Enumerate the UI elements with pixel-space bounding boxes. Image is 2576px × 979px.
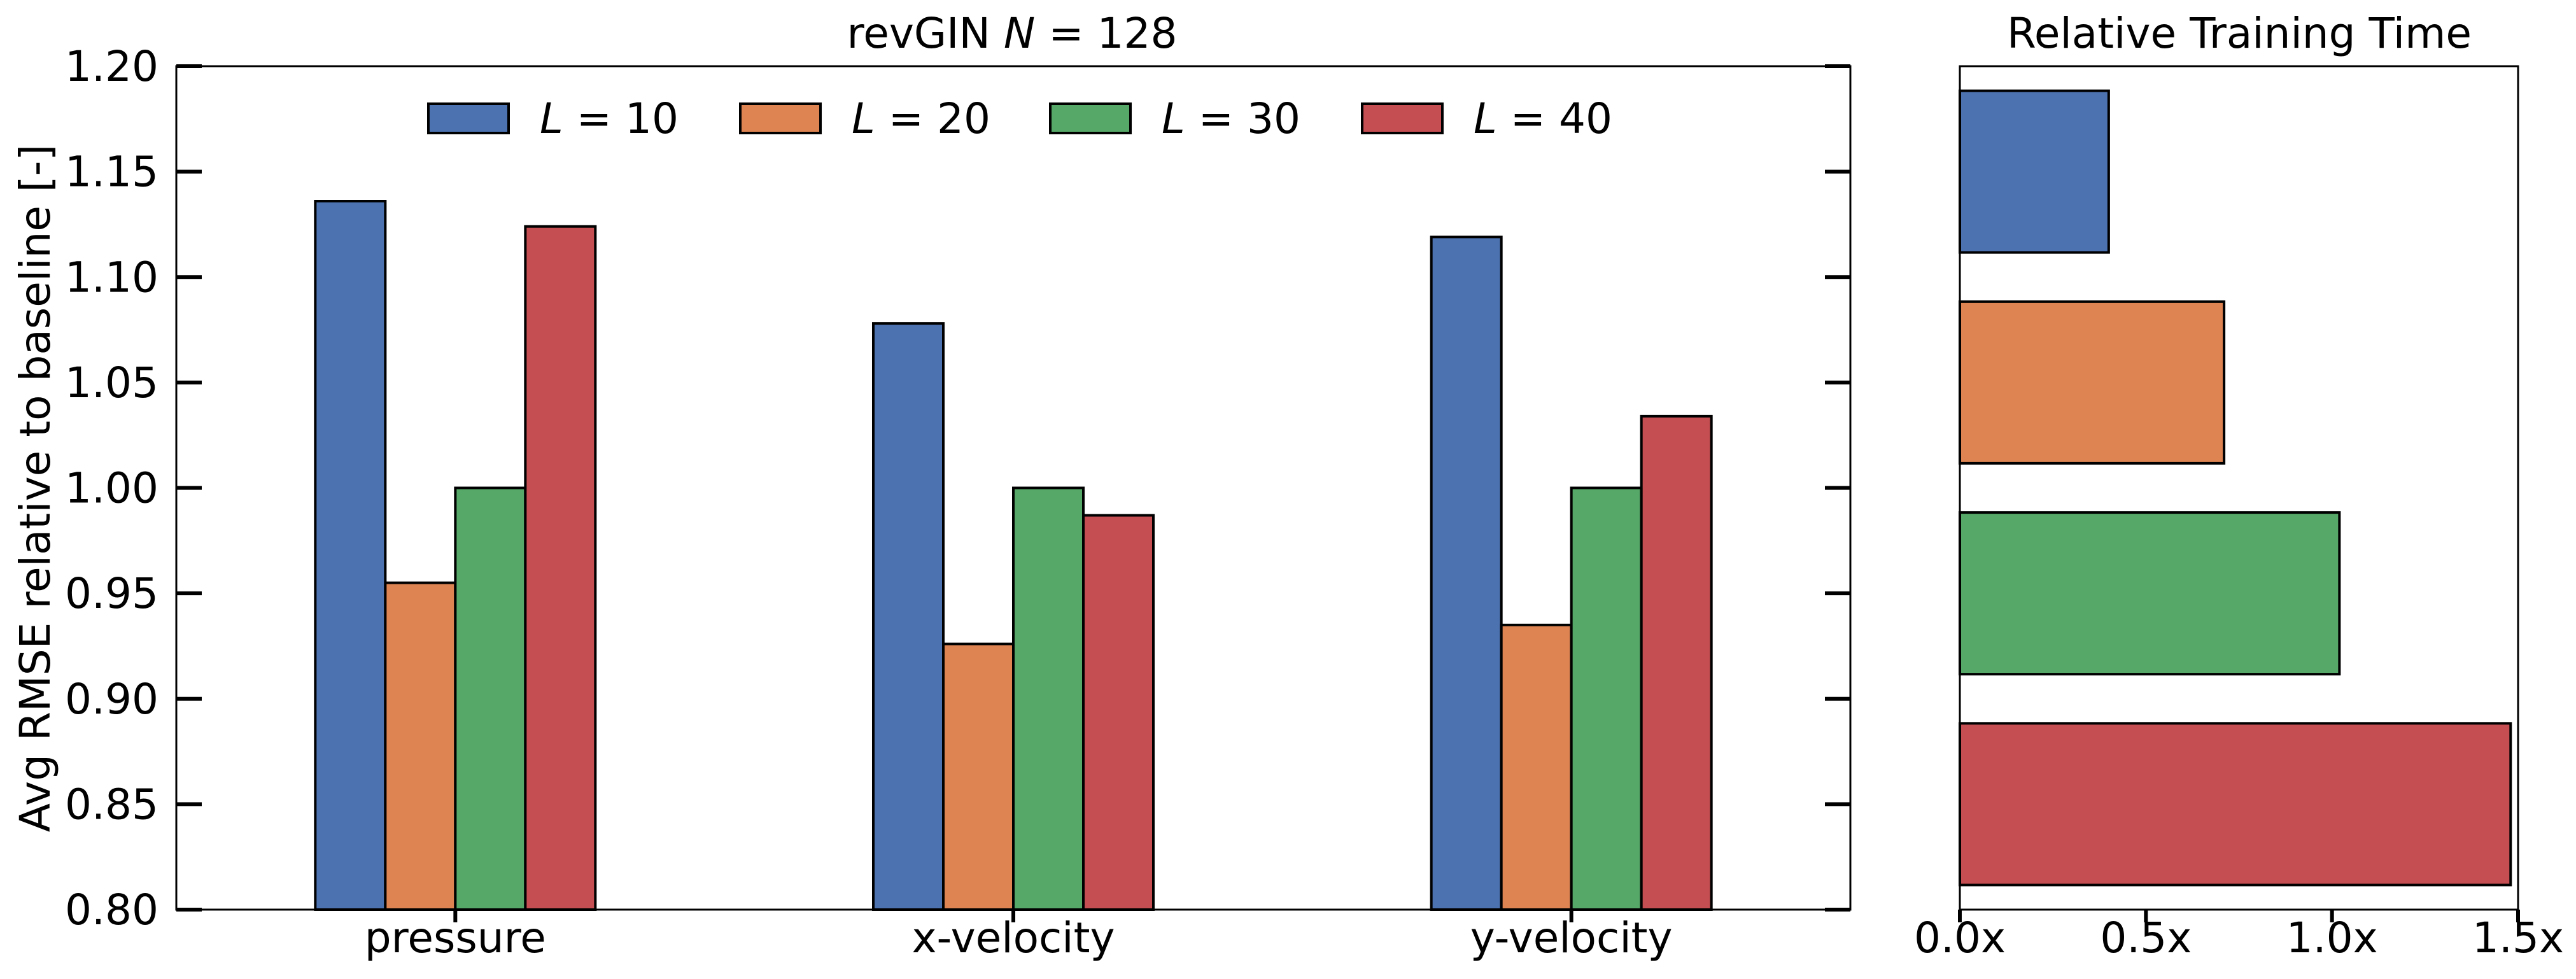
- x-tick-label: 1.5x: [2472, 913, 2564, 962]
- legend-swatch: [739, 102, 822, 134]
- bar-pressure-4: [524, 225, 597, 911]
- bar-y-velocity-4: [1640, 414, 1713, 911]
- right-x-ticks: 0.0x 0.5x 1.0x 1.5x: [1914, 910, 2564, 962]
- bar-x-velocity-2: [942, 642, 1015, 911]
- right-plot-frame: [1959, 65, 2519, 911]
- time-bar-1: [1959, 89, 2110, 254]
- training-time-chart: Relative Training Time 0.0x 0.5x 1.0x 1.5x: [1914, 9, 2564, 962]
- right-chart-title: Relative Training Time: [2007, 9, 2472, 58]
- legend-item: L = 10: [427, 94, 679, 143]
- bar-x-velocity-4: [1082, 514, 1155, 911]
- x-tick-label-y-velocity: y-velocity: [1470, 913, 1673, 962]
- bar-x-velocity-1: [872, 322, 945, 911]
- y-tick-label: 1.15: [65, 148, 158, 197]
- x-tick-label: 0.0x: [1914, 913, 2006, 962]
- rmse-bar-chart: revGIN N = 128 Avg RMSE relative to base…: [11, 9, 1852, 962]
- y-tick-label: 1.05: [65, 358, 158, 407]
- bar-x-velocity-3: [1012, 486, 1085, 911]
- legend-swatch: [1049, 102, 1132, 134]
- y-tick-label: 0.80: [65, 885, 158, 934]
- left-chart-title: revGIN N = 128: [847, 9, 1178, 58]
- legend-swatch: [427, 102, 510, 134]
- x-tick-label-pressure: pressure: [365, 913, 546, 962]
- time-bar-4: [1959, 722, 2512, 887]
- y-tick-label: 0.95: [65, 569, 158, 618]
- legend-item: L = 20: [739, 94, 990, 143]
- legend: L = 10 L = 20 L = 30 L = 40: [427, 94, 1612, 143]
- y-tick-label: 1.20: [65, 42, 158, 91]
- x-tick-label: 1.0x: [2286, 913, 2378, 962]
- bar-y-velocity-2: [1500, 623, 1573, 911]
- legend-label: L = 20: [852, 94, 990, 143]
- bar-pressure-2: [384, 581, 457, 911]
- right-bars: [1959, 89, 2512, 887]
- legend-label: L = 40: [1474, 94, 1612, 143]
- left-bars: [314, 200, 1713, 911]
- y-tick-label: 0.90: [65, 675, 158, 724]
- bar-pressure-3: [454, 486, 527, 911]
- legend-label: L = 30: [1162, 94, 1300, 143]
- y-tick-label: 1.10: [65, 253, 158, 302]
- legend-label: L = 10: [540, 94, 679, 143]
- left-plot-frame: [175, 65, 1852, 911]
- left-x-tick-labels: pressure x-velocity y-velocity: [365, 910, 1673, 962]
- left-y-ticks: 0.80 0.85 0.90 0.95 1.00 1.05 1.10 1.15 1.20: [65, 42, 1850, 934]
- x-tick-label-x-velocity: x-velocity: [911, 913, 1115, 962]
- left-y-axis-label: Avg RMSE relative to baseline [-]: [11, 144, 60, 833]
- y-tick-label: 0.85: [65, 780, 158, 829]
- legend-swatch: [1361, 102, 1444, 134]
- legend-item: L = 40: [1361, 94, 1612, 143]
- time-bar-3: [1959, 511, 2341, 676]
- x-tick-label: 0.5x: [2100, 913, 2192, 962]
- y-tick-label: 1.00: [65, 464, 158, 513]
- bar-y-velocity-1: [1430, 236, 1503, 911]
- time-bar-2: [1959, 300, 2226, 465]
- bar-pressure-1: [314, 200, 387, 911]
- bar-y-velocity-3: [1570, 486, 1643, 911]
- legend-item: L = 30: [1049, 94, 1300, 143]
